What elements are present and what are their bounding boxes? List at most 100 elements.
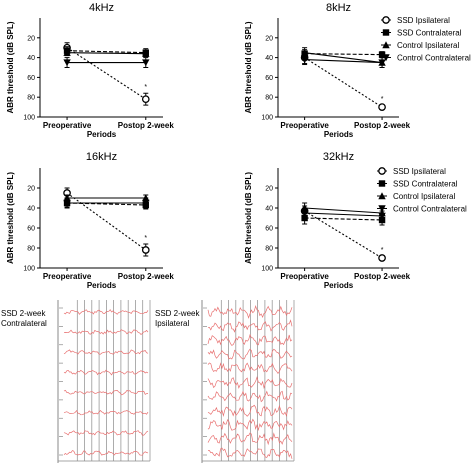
waveform-trace bbox=[63, 349, 149, 355]
y-tick-label: 60 bbox=[27, 226, 35, 233]
y-axis-label: ABR threshold (dB SPL) bbox=[244, 21, 253, 113]
y-tick-label: 40 bbox=[265, 206, 273, 213]
chart-panel-2: 8kHz 20 40 60 80 100 Preoperative Postop 2-week… bbox=[244, 2, 411, 139]
y-tick-label: 60 bbox=[265, 75, 273, 82]
legend-1: SSD Ipsilateral SSD Contralateral Control … bbox=[381, 16, 471, 63]
significance-asterisk: * bbox=[381, 247, 384, 254]
series-control-contralateral bbox=[63, 197, 150, 209]
waveform-trace bbox=[207, 362, 293, 375]
waveform-trace bbox=[63, 409, 149, 416]
x-tick-label: Preoperative bbox=[43, 121, 92, 130]
series-control-ipsilateral bbox=[63, 194, 150, 202]
series-line bbox=[304, 57, 383, 108]
y-tick-label: 100 bbox=[261, 115, 273, 122]
chart-title: 16kHz bbox=[86, 151, 117, 163]
waveform-label-line2: Ipsilateral bbox=[155, 319, 189, 328]
legend-marker bbox=[378, 180, 386, 187]
data-point bbox=[142, 49, 150, 57]
waveform-trace bbox=[207, 304, 293, 319]
waveform-label-line1: SSD 2-week bbox=[155, 309, 200, 318]
waveform-trace bbox=[207, 348, 293, 360]
x-axis-label: Periods bbox=[87, 130, 117, 139]
waveform-trace bbox=[207, 333, 293, 346]
series-line bbox=[304, 207, 383, 214]
legend-entry: SSD Ipsilateral bbox=[397, 16, 450, 25]
x-tick-label: Preoperative bbox=[43, 272, 92, 281]
waveform-trace bbox=[208, 447, 293, 459]
waveform-trace bbox=[63, 369, 149, 376]
data-point bbox=[300, 48, 309, 56]
y-tick-label: 20 bbox=[27, 35, 35, 42]
series-control-contralateral bbox=[300, 54, 386, 68]
series-line bbox=[304, 59, 383, 64]
waveform-trace bbox=[207, 404, 293, 417]
waveform-trace bbox=[207, 418, 293, 432]
y-tick-label: 100 bbox=[23, 266, 35, 273]
y-tick-label: 80 bbox=[265, 95, 273, 102]
waveform-trace bbox=[207, 390, 293, 403]
waveform-label-line1: SSD 2-week bbox=[1, 309, 46, 318]
waveform-trace bbox=[63, 389, 149, 396]
legend-entry: Control Ipsilateral bbox=[397, 41, 459, 50]
y-axis-label: ABR threshold (dB SPL) bbox=[6, 21, 15, 113]
y-tick-label: 40 bbox=[27, 55, 35, 62]
legend-entry: Control Contralateral bbox=[397, 54, 471, 63]
x-tick-label: Postop 2-week bbox=[118, 121, 175, 130]
y-axis-label: ABR threshold (dB SPL) bbox=[244, 172, 253, 264]
significance-asterisk: * bbox=[144, 84, 147, 91]
y-tick-label: 40 bbox=[27, 206, 35, 213]
waveform-trace bbox=[63, 430, 149, 436]
data-point bbox=[378, 254, 386, 262]
data-point bbox=[142, 59, 150, 67]
legend-marker bbox=[378, 192, 386, 200]
waveform-label-line2: Contralateral bbox=[1, 319, 47, 328]
y-tick-label: 40 bbox=[265, 55, 273, 62]
legend-marker bbox=[378, 167, 386, 175]
x-tick-label: Postop 2-week bbox=[118, 272, 175, 281]
series-line bbox=[66, 47, 147, 100]
legend-entry: Control Ipsilateral bbox=[393, 192, 455, 201]
x-axis-label: Periods bbox=[324, 130, 354, 139]
legend-marker bbox=[382, 54, 390, 62]
x-tick-label: Preoperative bbox=[280, 272, 329, 281]
legend-marker bbox=[382, 41, 390, 49]
legend-marker bbox=[378, 205, 386, 213]
chart-panel-1: 4kHz 20 40 60 80 100 Preoperative Postop 2-week… bbox=[6, 2, 174, 139]
chart-panel-3: 16kHz 20 40 60 80 100 Preoperative Postop 2-wee… bbox=[6, 151, 174, 290]
significance-asterisk: * bbox=[144, 235, 147, 242]
y-tick-label: 60 bbox=[265, 226, 273, 233]
data-point bbox=[142, 199, 150, 207]
series-line bbox=[67, 52, 146, 55]
data-point bbox=[300, 209, 309, 217]
y-tick-label: 20 bbox=[27, 186, 35, 193]
series-line bbox=[304, 52, 383, 64]
x-tick-label: Postop 2-week bbox=[354, 121, 411, 130]
x-axis-label: Periods bbox=[87, 281, 117, 290]
y-tick-label: 20 bbox=[265, 186, 273, 193]
waveform-trace bbox=[207, 432, 293, 446]
y-tick-label: 80 bbox=[27, 95, 35, 102]
series-ssd-contralateral bbox=[63, 46, 149, 58]
x-axis-label: Periods bbox=[324, 281, 354, 290]
y-tick-label: 100 bbox=[261, 266, 273, 273]
series-control-ipsilateral bbox=[63, 48, 150, 58]
chart-title: 32kHz bbox=[323, 151, 354, 163]
data-point bbox=[141, 246, 150, 254]
waveform-trace bbox=[207, 376, 293, 390]
x-tick-label: Postop 2-week bbox=[354, 272, 411, 281]
data-point bbox=[63, 199, 71, 207]
y-tick-label: 20 bbox=[265, 35, 273, 42]
chart-panel-4: 32kHz 20 40 60 80 100 Preoperative Postop 2-wee… bbox=[244, 151, 411, 290]
legend-2: SSD Ipsilateral SSD Contralateral Control … bbox=[377, 167, 467, 214]
legend-entry: Control Contralateral bbox=[393, 205, 467, 214]
series-line bbox=[304, 217, 383, 221]
y-axis-label: ABR threshold (dB SPL) bbox=[6, 172, 15, 264]
chart-title: 4kHz bbox=[89, 2, 114, 14]
waveform-trace bbox=[63, 329, 149, 335]
y-tick-label: 80 bbox=[27, 246, 35, 253]
series-line bbox=[304, 212, 383, 217]
waveform-trace bbox=[63, 309, 149, 315]
